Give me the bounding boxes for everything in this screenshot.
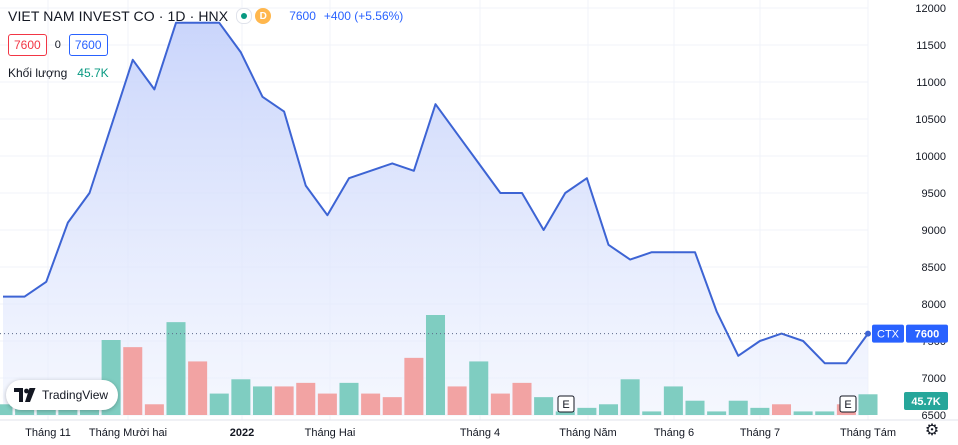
symbol-title[interactable]: VIET NAM INVEST CO · 1D · HNX (8, 8, 229, 24)
buy-price-box[interactable]: 7600 (68, 34, 108, 56)
volume-bar-28 (598, 404, 619, 415)
tradingview-icon (14, 388, 36, 402)
volume-bar-40 (858, 394, 878, 415)
price-area-fill (3, 22, 868, 416)
order-row: 7600 0 7600 (8, 34, 108, 56)
last-price-dot (865, 330, 871, 337)
y-tick-label-8500: 8500 (922, 262, 946, 274)
volume-bar-0 (0, 404, 13, 415)
x-tick-label-3: Tháng Hai (305, 427, 356, 439)
y-tick-label-7000: 7000 (922, 373, 946, 385)
axes: 6500700075008000850090009500100001050011… (0, 3, 958, 439)
status-indicators: D (236, 8, 272, 24)
delayed-data-icon: D (255, 8, 272, 24)
price-tag-ticker: CTX (877, 329, 900, 341)
price-change: +400 (+5.56%) (323, 9, 404, 23)
earnings-marker-box-0 (557, 395, 575, 413)
volume-bar-17 (361, 393, 381, 415)
y-tick-label-11000: 11000 (916, 77, 946, 89)
last-price: 7600 (289, 9, 316, 23)
volume-bar-18 (382, 397, 402, 415)
volume-bar-8 (166, 322, 186, 415)
y-tick-label-6500: 6500 (922, 410, 946, 422)
earnings-marker-0[interactable]: E (557, 395, 575, 413)
chart-header: VIET NAM INVEST CO · 1D · HNX D 7600 +40… (8, 8, 403, 24)
x-tick-label-1: Tháng Mười hai (89, 427, 167, 439)
volume-bar-22 (469, 361, 489, 415)
volume-tag-bg (904, 392, 948, 410)
y-tick-label-12000: 12000 (915, 3, 946, 15)
volume-bar-11 (231, 379, 251, 415)
volume-bar-30 (642, 411, 662, 415)
settings-gear-icon[interactable]: ⚙ (924, 422, 940, 439)
x-tick-label-8: Tháng Tám (840, 427, 896, 439)
volume-bar-33 (707, 411, 727, 415)
x-tick-label-4: Tháng 4 (460, 427, 500, 439)
x-tick-label-6: Tháng 6 (654, 427, 694, 439)
volume-bar-34 (728, 400, 748, 415)
price-line (0, 21, 871, 365)
volume-bar-32 (685, 400, 705, 415)
volume-bar-38 (815, 411, 835, 415)
volume-bar-10 (209, 393, 229, 415)
volume-bar-19 (404, 357, 424, 415)
y-tick-label-10000: 10000 (915, 151, 946, 163)
spread-value: 0 (54, 39, 61, 51)
volume-legend-label: Khối lượng (8, 66, 68, 80)
volume-bar-31 (663, 386, 683, 415)
price-tags: CTX 7600 45.7K (872, 324, 948, 410)
volume-bar-23 (490, 393, 510, 415)
price-tag-value-bg (906, 324, 948, 343)
volume-bar-13 (274, 386, 294, 415)
volume-legend: Khối lượng 45.7K (8, 66, 109, 80)
volume-bar-9 (188, 361, 208, 415)
earnings-marker-label-1: E (844, 399, 851, 411)
volume-bar-6 (123, 347, 143, 415)
price-tag: CTX 7600 (872, 324, 948, 343)
price-tag-ticker-bg (872, 324, 904, 343)
x-tick-label-0: Tháng 11 (25, 427, 71, 439)
volume-tag: 45.7K (904, 392, 948, 410)
volume-bar-27 (577, 407, 597, 415)
y-tick-label-10500: 10500 (915, 114, 946, 126)
x-tick-label-7: Tháng 7 (740, 427, 780, 439)
volume-bar-21 (447, 386, 467, 415)
price-tag-value: 7600 (915, 329, 939, 341)
earnings-marker-1[interactable]: E (839, 395, 857, 413)
earnings-marker-label-0: E (562, 399, 569, 411)
y-tick-label-9000: 9000 (922, 225, 946, 237)
sell-price-box[interactable]: 7600 (8, 34, 47, 56)
earnings-marker-box-1 (839, 395, 857, 413)
y-tick-label-9500: 9500 (922, 188, 946, 200)
volume-bar-36 (771, 404, 792, 415)
volume-bar-16 (339, 382, 359, 415)
tradingview-logo[interactable]: TradingView (6, 380, 119, 410)
volume-legend-value: 45.7K (77, 66, 109, 80)
y-tick-label-8000: 8000 (922, 299, 946, 311)
y-tick-label-11500: 11500 (916, 40, 946, 52)
volume-tag-value: 45.7K (911, 396, 940, 408)
volume-bar-14 (296, 382, 316, 415)
price-line-path (3, 21, 869, 365)
volume-bar-29 (620, 379, 640, 415)
market-status-icon (236, 8, 253, 24)
x-tick-label-2: 2022 (230, 427, 254, 439)
volume-bar-37 (793, 411, 813, 415)
volume-bar-15 (317, 393, 337, 415)
volume-bar-20 (425, 315, 446, 415)
volume-bar-24 (512, 382, 532, 415)
x-tick-label-5: Tháng Năm (559, 427, 616, 439)
tradingview-label: TradingView (42, 388, 109, 402)
volume-bar-35 (750, 407, 770, 415)
volume-bar-25 (534, 397, 554, 415)
volume-bar-26 (555, 411, 575, 415)
volume-bar-12 (252, 386, 273, 415)
price-area (3, 22, 868, 416)
volume-bar-7 (144, 404, 164, 415)
